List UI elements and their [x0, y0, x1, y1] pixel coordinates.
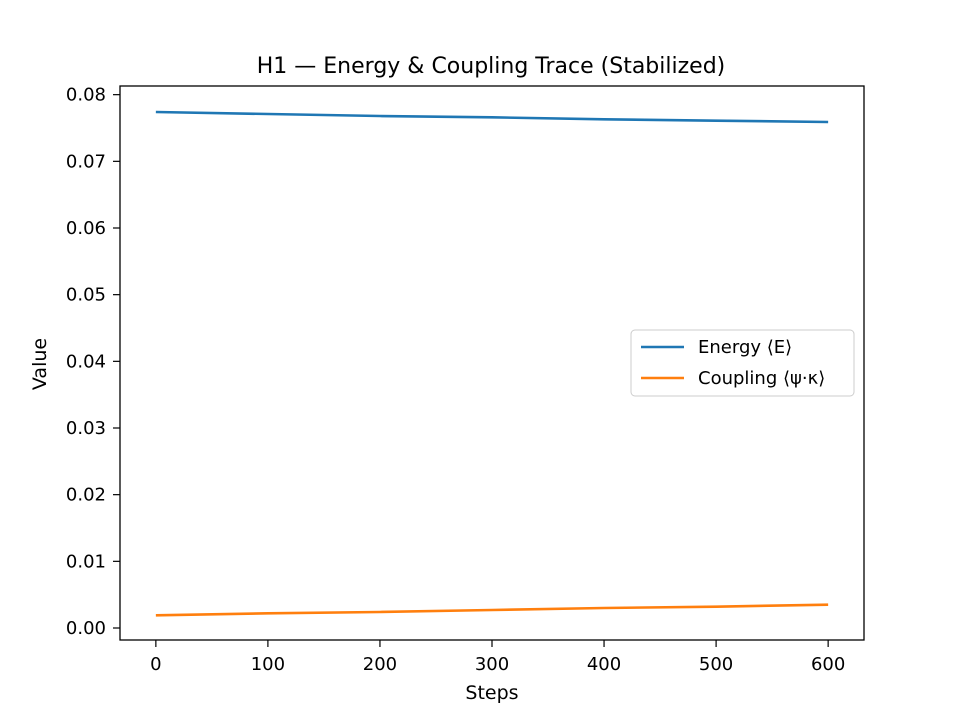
y-tick-label: 0.00	[66, 618, 106, 639]
x-axis-ticks: 0 100 200 300 400 500 600	[150, 640, 845, 675]
legend: Energy ⟨E⟩ Coupling ⟨ψ·κ⟩	[630, 329, 855, 397]
plot-series	[155, 110, 829, 617]
y-tick-label: 0.03	[66, 418, 106, 439]
series-line-energy	[155, 110, 829, 124]
x-tick-label: 0	[150, 654, 161, 675]
series-line-coupling	[155, 603, 829, 617]
y-tick-label: 0.02	[66, 485, 106, 506]
y-tick-label: 0.01	[66, 551, 106, 572]
legend-box	[630, 329, 855, 397]
y-tick-label: 0.06	[66, 218, 106, 239]
y-tick-label: 0.07	[66, 151, 106, 172]
legend-label-energy: Energy ⟨E⟩	[698, 337, 792, 358]
x-tick-label: 500	[699, 654, 733, 675]
y-tick-label: 0.04	[66, 351, 106, 372]
x-tick-label: 100	[251, 654, 285, 675]
x-tick-label: 200	[363, 654, 397, 675]
y-tick-label: 0.08	[66, 85, 106, 106]
x-tick-label: 300	[475, 654, 509, 675]
x-axis-title: Steps	[465, 682, 518, 704]
y-tick-label: 0.05	[66, 285, 106, 306]
y-axis-title: Value	[29, 338, 51, 390]
y-axis-ticks: 0.00 0.01 0.02 0.03 0.04 0.05 0.06 0.07 0.08	[66, 85, 120, 639]
chart-title: H1 — Energy & Coupling Trace (Stabilized…	[257, 54, 726, 79]
x-tick-label: 400	[587, 654, 621, 675]
legend-label-coupling: Coupling ⟨ψ·κ⟩	[698, 368, 825, 389]
x-tick-label: 600	[811, 654, 845, 675]
